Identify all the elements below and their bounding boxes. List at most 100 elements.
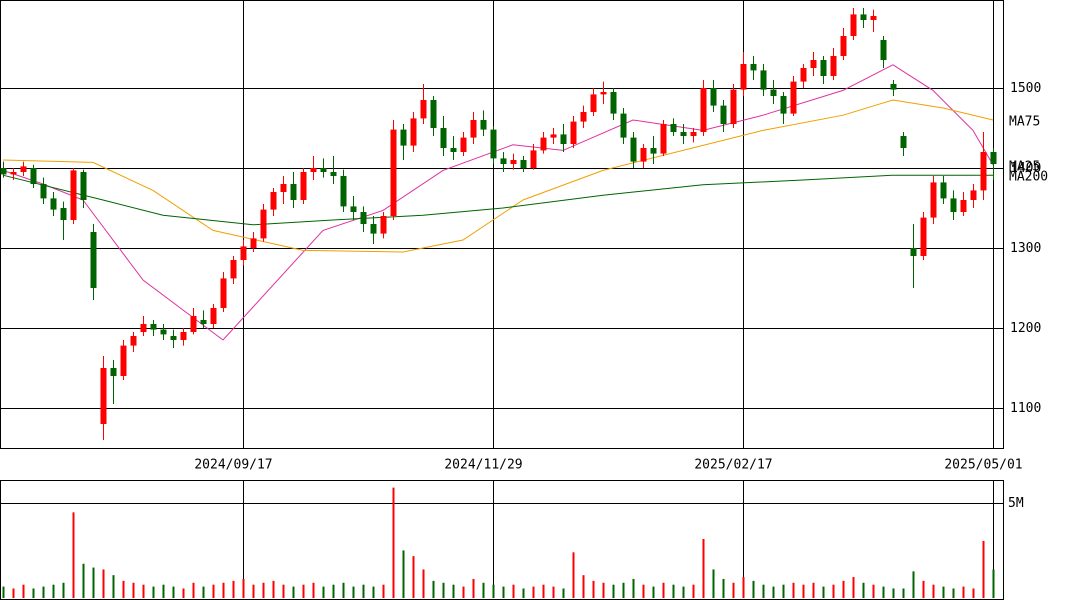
volume-bar [902, 588, 905, 598]
volume-bar [482, 582, 485, 598]
candle-body [590, 94, 597, 112]
volume-bar [252, 584, 255, 598]
candle-body [860, 14, 867, 20]
candle-body [10, 172, 17, 175]
candle-body [610, 92, 617, 114]
candle-body [540, 137, 547, 151]
volume-bar [592, 580, 595, 598]
volume-bar [232, 580, 235, 598]
candle-body [930, 182, 937, 218]
volume-bar [462, 586, 465, 598]
y-tick-label: 1300 [1010, 241, 1041, 256]
volume-bar [82, 563, 85, 598]
volume-bar [992, 569, 995, 598]
volume-bar [582, 575, 585, 598]
y-tick-label: 1500 [1010, 81, 1041, 96]
volume-bar [602, 582, 605, 598]
candle-body [950, 198, 957, 212]
candle-body [990, 152, 997, 164]
volume-bar [422, 569, 425, 598]
ma-line [2, 174, 993, 226]
volume-bar [182, 588, 185, 598]
candle-body [530, 150, 537, 168]
volume-bar [492, 584, 495, 598]
candle-body [450, 148, 457, 152]
volume-bar [502, 586, 505, 598]
candle-body [330, 172, 337, 176]
candle-body [840, 36, 847, 56]
candle-body [180, 332, 187, 340]
candle-body [0, 168, 7, 175]
volume-bar [852, 577, 855, 598]
volume-bar [742, 577, 745, 598]
candle-body [830, 56, 837, 76]
volume-bar [882, 586, 885, 598]
candle-body [350, 206, 357, 212]
volume-bar [32, 588, 35, 598]
volume-bar [412, 556, 415, 598]
volume-bar [892, 588, 895, 598]
candle-body [320, 168, 327, 172]
candle-body [250, 238, 257, 248]
volume-bar [222, 582, 225, 598]
candle-body [110, 368, 117, 376]
candle-body [20, 166, 27, 172]
candle-body [690, 132, 697, 136]
volume-bar [652, 586, 655, 598]
candle-body [850, 14, 857, 36]
candle-body [420, 100, 427, 119]
candle-body [280, 184, 287, 192]
candle-body [520, 160, 527, 168]
candle-body [560, 134, 567, 144]
volume-bar [702, 539, 705, 598]
candle-body [480, 120, 487, 130]
candle-body [80, 172, 87, 200]
volume-bar [542, 584, 545, 598]
candle-body [140, 324, 147, 332]
volume-bar [522, 588, 525, 598]
volume-bar [512, 584, 515, 598]
volume-bar [622, 582, 625, 598]
candle-body [260, 209, 267, 239]
volume-bar [262, 582, 265, 598]
candle-body [660, 124, 667, 154]
candle-body [220, 278, 227, 308]
candle-body [120, 345, 127, 376]
legend-label: MA200 [1009, 170, 1048, 185]
x-tick-label: 2025/02/17 [694, 458, 772, 473]
candle-body [620, 113, 627, 138]
candle-body [970, 190, 977, 200]
candle-body [680, 132, 687, 136]
volume-bar [472, 578, 475, 598]
volume-bar [372, 586, 375, 598]
x-tick-label: 2024/11/29 [444, 458, 522, 473]
volume-bar [92, 567, 95, 598]
volume-bar [452, 584, 455, 598]
volume-bar [322, 586, 325, 598]
candle-body [890, 84, 897, 90]
volume-bar [952, 588, 955, 598]
candle-body [390, 129, 397, 216]
candle-body [670, 124, 677, 132]
volume-bar [342, 582, 345, 598]
candle-body [750, 64, 757, 71]
legend-label: MA25 [1009, 159, 1040, 174]
volume-bar [102, 569, 105, 598]
volume-bar [972, 588, 975, 598]
volume-bar [22, 584, 25, 598]
volume-bar [442, 582, 445, 598]
volume-bar [662, 582, 665, 598]
volume-bar [942, 586, 945, 598]
candle-body [960, 200, 967, 212]
candle-body [630, 137, 637, 162]
volume-bar [292, 586, 295, 598]
candle-body [100, 368, 107, 424]
volume-bar [812, 582, 815, 598]
candle-body [920, 217, 927, 256]
candle-body [430, 100, 437, 128]
volume-bar [822, 586, 825, 598]
candle-body [240, 246, 247, 260]
volume-bar [792, 582, 795, 598]
candle-body [360, 212, 367, 224]
volume-bar [872, 584, 875, 598]
